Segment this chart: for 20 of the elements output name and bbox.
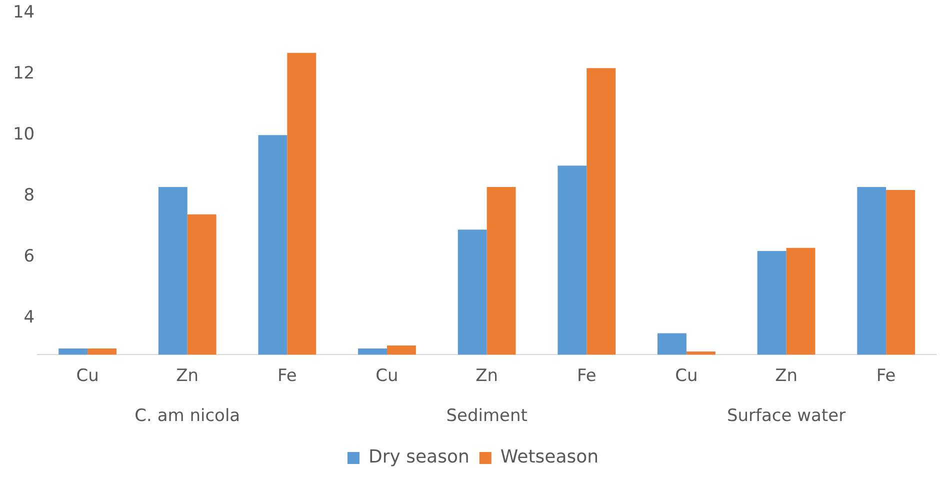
text: Surface water — [726, 406, 846, 426]
y-tick-label: 14 — [12, 2, 35, 23]
y-tick-label: 6 — [24, 246, 35, 266]
x-tick-label: Fe — [278, 366, 297, 386]
legend-label: Wetseason — [500, 446, 599, 468]
legend-label: Dry season — [368, 446, 470, 468]
y-tick-label: 4 — [24, 307, 35, 328]
x-tick-label: Fe — [576, 366, 596, 386]
x-tick-label: Cu — [376, 366, 398, 386]
text: Sediment — [446, 406, 528, 426]
x-tick-label: Cu — [76, 366, 99, 386]
y-tick-label: 12 — [12, 64, 35, 84]
x-tick-label: Zn — [176, 366, 199, 386]
y-tick-label: 8 — [24, 186, 35, 206]
x-tick-label: Zn — [476, 366, 498, 386]
text: C. am nicola — [134, 406, 240, 426]
x-tick-label: Fe — [876, 366, 896, 386]
y-tick-label: 10 — [12, 124, 35, 145]
x-tick-label: Cu — [675, 366, 698, 386]
x-tick-label: Zn — [775, 366, 798, 386]
